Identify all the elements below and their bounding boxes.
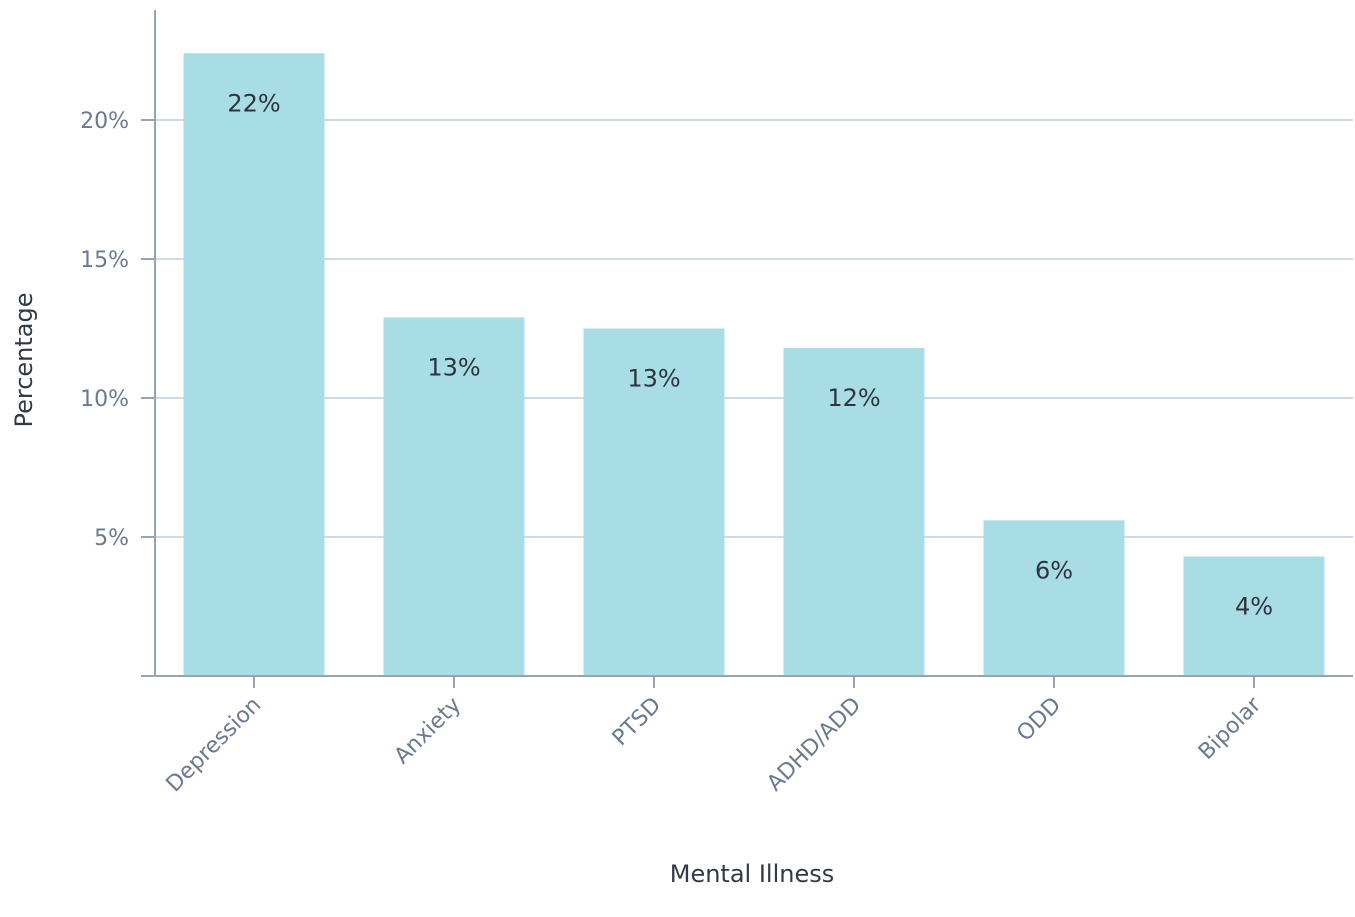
x-tick-label: Anxiety (390, 693, 467, 770)
bar (983, 520, 1125, 676)
bar (783, 347, 925, 676)
x-tick-label: ODD (1012, 693, 1066, 747)
bar (183, 53, 325, 676)
y-axis-title: Percentage (10, 292, 38, 427)
y-tick-label: 5% (94, 526, 129, 551)
bar (583, 328, 725, 676)
y-tick-label: 20% (80, 109, 129, 134)
y-tick-label: 10% (80, 387, 129, 412)
x-tick-label: Bipolar (1194, 692, 1267, 765)
bars (183, 53, 1325, 676)
x-tick-label: PTSD (608, 693, 666, 751)
bar-value-label: 6% (1035, 556, 1073, 584)
bar-value-label: 13% (627, 365, 680, 393)
bar-value-label: 13% (427, 353, 480, 381)
bar (383, 317, 525, 676)
data-labels: 22% 13% 13% 12% 6% 4% (227, 89, 1273, 620)
x-tick-label: ADHD/ADD (762, 693, 866, 797)
x-axis-title: Mental Illness (670, 860, 835, 888)
x-tick-label: Depression (162, 693, 267, 798)
bar (1183, 556, 1325, 676)
bar-value-label: 12% (827, 384, 880, 412)
bar-value-label: 22% (227, 89, 280, 117)
axes (141, 10, 1353, 688)
gridlines (155, 119, 1353, 538)
y-tick-label: 15% (80, 248, 129, 273)
bar-value-label: 4% (1235, 592, 1273, 620)
